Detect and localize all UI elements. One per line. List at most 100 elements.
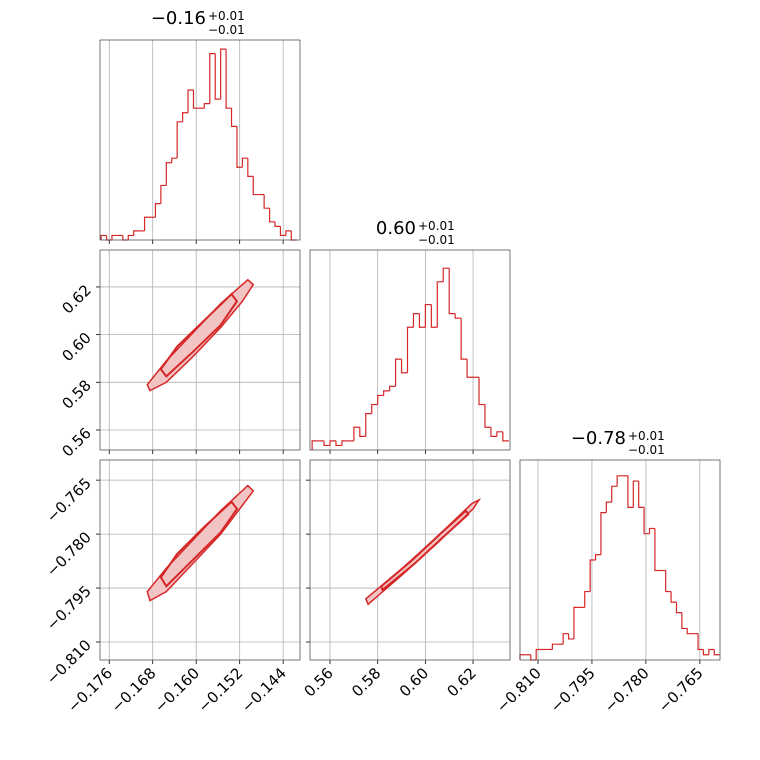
histogram-step bbox=[643, 507, 650, 535]
histogram-step bbox=[365, 413, 372, 437]
histogram-step bbox=[605, 501, 612, 513]
histogram-step bbox=[665, 570, 672, 593]
histogram-step bbox=[165, 162, 172, 186]
histogram-step bbox=[436, 281, 444, 328]
histogram-step bbox=[412, 313, 420, 328]
histogram-step bbox=[252, 176, 259, 196]
panel-frame bbox=[309, 249, 511, 451]
histogram-step bbox=[247, 158, 254, 177]
histogram-step bbox=[192, 90, 199, 109]
title-upper: +0.01 bbox=[208, 9, 245, 23]
histogram-step bbox=[323, 440, 331, 447]
histogram-step bbox=[341, 440, 348, 446]
y-tick-label: 0.60 bbox=[58, 329, 94, 365]
contour bbox=[146, 484, 255, 602]
histogram-step bbox=[466, 359, 474, 378]
histogram-step bbox=[241, 157, 248, 168]
histogram-step bbox=[478, 377, 485, 406]
panel-frame bbox=[309, 459, 511, 661]
x-tick-label: −0.168 bbox=[108, 664, 160, 716]
title-lower: −0.01 bbox=[418, 233, 455, 247]
histogram-step bbox=[670, 591, 677, 603]
histogram-step bbox=[394, 358, 402, 387]
x-tick-label: −0.810 bbox=[493, 664, 545, 716]
y-tick-label: 0.62 bbox=[58, 281, 94, 317]
panel-title: −0.16 bbox=[151, 8, 206, 29]
histogram-step bbox=[182, 112, 189, 122]
histogram-step bbox=[220, 48, 227, 100]
histogram-step bbox=[335, 440, 342, 447]
panel-background bbox=[310, 250, 510, 450]
histogram-step bbox=[371, 403, 378, 414]
histogram-step bbox=[442, 267, 450, 282]
x-tick-label: 0.60 bbox=[396, 664, 432, 700]
x-tick-label: −0.780 bbox=[601, 664, 653, 716]
y-tick-label: −0.795 bbox=[43, 582, 95, 634]
histogram-step bbox=[230, 108, 237, 127]
histogram-step bbox=[127, 234, 134, 240]
histogram-step bbox=[567, 633, 574, 640]
histogram-step bbox=[143, 216, 150, 231]
panel-title: −0.78 bbox=[571, 428, 626, 449]
title-upper: +0.01 bbox=[628, 429, 665, 443]
histogram-step bbox=[418, 313, 426, 328]
panel-frame bbox=[99, 249, 301, 451]
histogram-step bbox=[490, 427, 497, 437]
x-tick-label: −0.160 bbox=[151, 664, 203, 716]
x-tick-label: 0.62 bbox=[444, 664, 480, 700]
histogram-step bbox=[584, 590, 591, 608]
histogram-step bbox=[600, 512, 607, 555]
histogram-step bbox=[430, 304, 438, 328]
panel-background bbox=[310, 460, 510, 660]
histogram-step bbox=[627, 475, 634, 508]
histogram-step bbox=[460, 318, 468, 360]
histogram-step bbox=[648, 527, 655, 534]
histogram-step bbox=[484, 404, 491, 428]
histogram-step bbox=[611, 485, 618, 503]
contour bbox=[159, 292, 239, 378]
histogram-step bbox=[383, 390, 390, 396]
histogram-step bbox=[616, 475, 623, 487]
title-upper: +0.01 bbox=[418, 219, 455, 233]
histogram-step bbox=[496, 431, 503, 437]
histogram-step bbox=[654, 528, 661, 572]
histogram-step bbox=[573, 606, 580, 639]
histogram-step bbox=[359, 427, 366, 437]
histogram-step bbox=[160, 184, 167, 204]
histogram-step bbox=[203, 103, 210, 109]
histogram-step bbox=[209, 53, 216, 104]
histogram-step bbox=[686, 628, 693, 635]
histogram-step bbox=[311, 440, 319, 450]
histogram-step bbox=[236, 126, 243, 168]
contour bbox=[159, 500, 239, 588]
histogram-step bbox=[406, 326, 414, 373]
x-tick-label: −0.176 bbox=[64, 664, 116, 716]
histogram-step bbox=[675, 602, 682, 614]
y-tick-label: 0.58 bbox=[58, 376, 94, 412]
y-tick-label: −0.765 bbox=[43, 474, 95, 526]
histogram-step bbox=[400, 359, 408, 374]
histogram-step bbox=[225, 49, 232, 109]
title-lower: −0.01 bbox=[628, 443, 665, 457]
histogram-step bbox=[263, 194, 270, 209]
histogram-step bbox=[713, 649, 720, 656]
x-tick-label: 0.58 bbox=[348, 664, 384, 700]
histogram-step bbox=[187, 89, 194, 113]
histogram-step bbox=[594, 554, 601, 560]
x-tick-label: −0.765 bbox=[655, 664, 707, 716]
histogram-step bbox=[171, 157, 178, 163]
histogram-step bbox=[632, 480, 639, 508]
histogram-step bbox=[389, 385, 396, 391]
histogram-step bbox=[562, 633, 569, 645]
panel-title: 0.60 bbox=[376, 218, 416, 239]
x-tick-label: 0.56 bbox=[301, 664, 337, 700]
histogram-step bbox=[702, 649, 709, 656]
histogram-step bbox=[268, 208, 275, 223]
panel-background bbox=[520, 460, 720, 660]
histogram-step bbox=[454, 313, 462, 319]
histogram-step bbox=[353, 426, 360, 441]
histogram-step bbox=[329, 440, 336, 446]
histogram-step bbox=[502, 431, 509, 442]
histogram-step bbox=[551, 643, 558, 650]
